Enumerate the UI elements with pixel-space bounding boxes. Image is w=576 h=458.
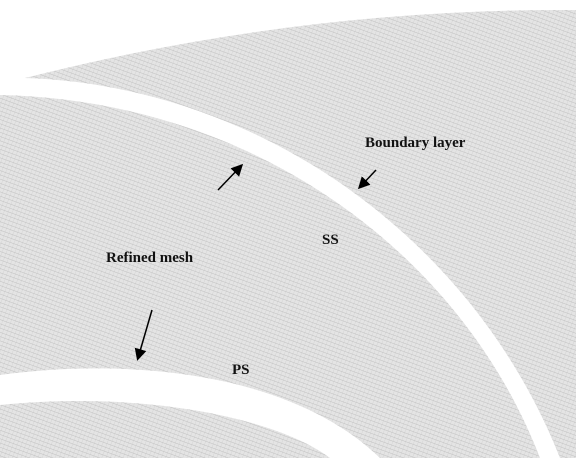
label: PS xyxy=(232,362,250,378)
label: SS xyxy=(322,232,339,248)
label: Boundary layer xyxy=(365,135,466,151)
mesh-figure: Boundary layer SS Refined mesh PS xyxy=(0,0,576,458)
label: Refined mesh xyxy=(106,250,194,266)
